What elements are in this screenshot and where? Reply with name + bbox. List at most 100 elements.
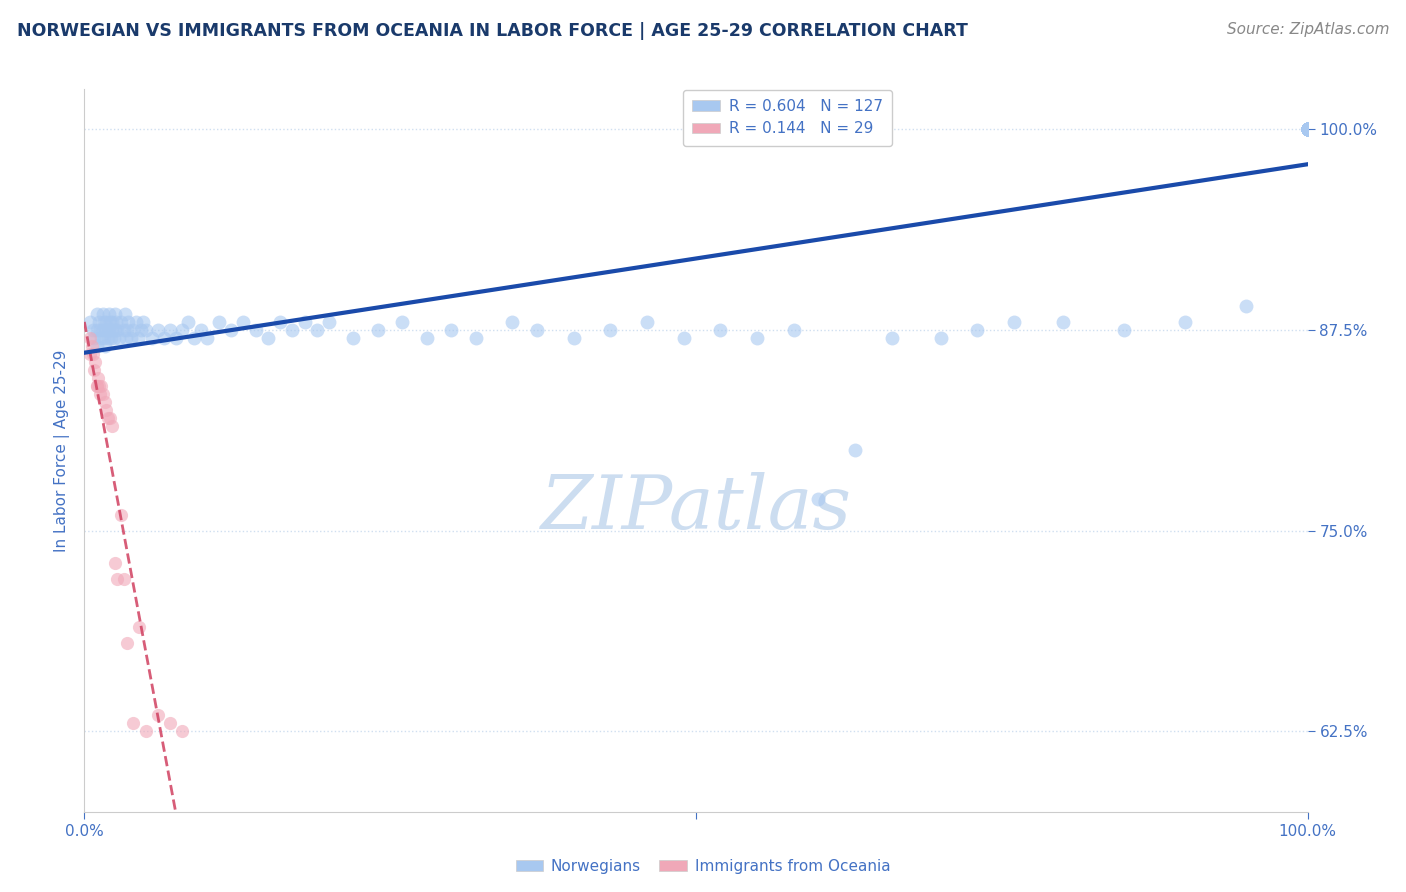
Point [1296, 122, 1319, 136]
Point [281, 323, 304, 337]
Point [672, 331, 695, 345]
Point [526, 323, 548, 337]
Point [110, 315, 132, 329]
Point [141, 331, 163, 345]
Point [86, 379, 108, 393]
Point [807, 491, 830, 506]
Point [880, 331, 903, 345]
Point [105, 572, 128, 586]
Point [1296, 122, 1319, 136]
Point [96, 323, 118, 337]
Point [80, 339, 103, 353]
Point [94, 395, 117, 409]
Point [98, 315, 121, 329]
Point [120, 331, 142, 345]
Point [82, 347, 104, 361]
Point [101, 419, 124, 434]
Point [1002, 315, 1025, 329]
Point [97, 323, 120, 337]
Point [599, 323, 621, 337]
Point [94, 339, 117, 353]
Point [1296, 122, 1319, 136]
Point [391, 315, 413, 329]
Point [1296, 122, 1319, 136]
Point [1296, 122, 1319, 136]
Point [127, 331, 149, 345]
Point [502, 315, 524, 329]
Point [87, 315, 110, 329]
Point [1296, 122, 1319, 136]
Point [79, 347, 101, 361]
Text: NORWEGIAN VS IMMIGRANTS FROM OCEANIA IN LABOR FORCE | AGE 25-29 CORRELATION CHAR: NORWEGIAN VS IMMIGRANTS FROM OCEANIA IN … [17, 22, 967, 40]
Point [172, 724, 194, 739]
Point [245, 323, 267, 337]
Point [83, 331, 105, 345]
Point [1296, 122, 1319, 136]
Point [1296, 122, 1319, 136]
Point [146, 323, 169, 337]
Point [100, 331, 122, 345]
Point [86, 379, 108, 393]
Point [172, 323, 194, 337]
Point [104, 556, 127, 570]
Point [122, 716, 145, 731]
Point [318, 315, 340, 329]
Point [1296, 122, 1319, 136]
Text: Source: ZipAtlas.com: Source: ZipAtlas.com [1226, 22, 1389, 37]
Point [1296, 122, 1319, 136]
Point [90, 331, 112, 345]
Point [86, 323, 108, 337]
Point [122, 323, 145, 337]
Point [1296, 122, 1319, 136]
Point [709, 323, 731, 337]
Point [636, 315, 658, 329]
Point [165, 331, 187, 345]
Point [1296, 122, 1319, 136]
Point [294, 315, 316, 329]
Point [146, 708, 169, 723]
Point [1296, 122, 1319, 136]
Point [1296, 122, 1319, 136]
Point [129, 323, 152, 337]
Point [153, 331, 176, 345]
Point [183, 331, 205, 345]
Point [1052, 315, 1074, 329]
Point [91, 387, 114, 401]
Point [117, 315, 139, 329]
Point [1296, 122, 1319, 136]
Point [159, 716, 181, 731]
Legend: R = 0.604   N = 127, R = 0.144   N = 29: R = 0.604 N = 127, R = 0.144 N = 29 [683, 89, 893, 145]
Point [208, 315, 231, 329]
Point [1296, 122, 1319, 136]
Point [89, 323, 111, 337]
Point [90, 379, 112, 393]
Point [87, 371, 110, 385]
Point [1114, 323, 1136, 337]
Point [305, 323, 328, 337]
Point [747, 331, 769, 345]
Point [96, 315, 118, 329]
Point [440, 323, 463, 337]
Point [128, 620, 150, 634]
Point [342, 331, 364, 345]
Point [1296, 122, 1319, 136]
Point [104, 323, 127, 337]
Point [115, 331, 138, 345]
Point [87, 379, 110, 393]
Point [104, 307, 127, 321]
Point [1174, 315, 1197, 329]
Point [1296, 122, 1319, 136]
Point [1296, 122, 1319, 136]
Point [1296, 122, 1319, 136]
Point [1296, 122, 1319, 136]
Point [135, 323, 157, 337]
Point [107, 331, 129, 345]
Point [115, 636, 138, 650]
Point [97, 307, 120, 321]
Point [416, 331, 439, 345]
Point [79, 315, 101, 329]
Point [464, 331, 486, 345]
Point [86, 339, 108, 353]
Point [1296, 122, 1319, 136]
Point [1296, 122, 1319, 136]
